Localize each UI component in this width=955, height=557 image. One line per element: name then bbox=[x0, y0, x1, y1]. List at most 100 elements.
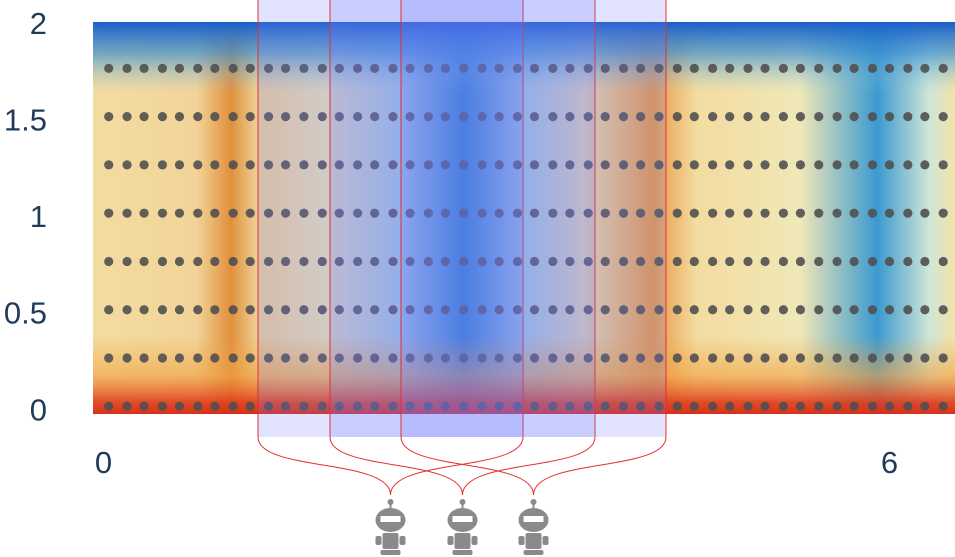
dot bbox=[299, 305, 309, 315]
dot bbox=[174, 305, 185, 315]
sensor-window bbox=[330, 0, 595, 437]
dot bbox=[903, 401, 913, 411]
dot bbox=[477, 208, 487, 218]
dot bbox=[635, 401, 646, 411]
dot bbox=[708, 63, 718, 73]
robot-body bbox=[382, 533, 399, 549]
dot bbox=[832, 401, 842, 411]
dot bbox=[743, 401, 753, 411]
dot bbox=[672, 63, 682, 73]
dot bbox=[548, 208, 558, 218]
dot bbox=[867, 208, 878, 218]
dot bbox=[104, 305, 114, 315]
dot bbox=[477, 112, 487, 122]
dot bbox=[529, 208, 540, 218]
dot bbox=[778, 353, 788, 363]
dot bbox=[423, 112, 433, 122]
dot bbox=[334, 256, 344, 267]
dot bbox=[529, 401, 540, 411]
dot bbox=[708, 353, 718, 363]
dot bbox=[565, 256, 575, 267]
dot bbox=[477, 401, 487, 411]
dot bbox=[689, 401, 699, 411]
dot bbox=[157, 63, 168, 73]
dot bbox=[689, 305, 699, 315]
dot bbox=[708, 256, 718, 267]
dot bbox=[104, 160, 114, 170]
dot bbox=[423, 63, 433, 73]
dot bbox=[832, 256, 842, 267]
dot bbox=[672, 305, 682, 315]
dot bbox=[689, 63, 699, 73]
dot bbox=[388, 208, 398, 218]
dot bbox=[600, 160, 610, 170]
dot bbox=[795, 112, 806, 122]
dot bbox=[760, 160, 770, 170]
dot bbox=[618, 353, 629, 363]
dot bbox=[920, 305, 930, 315]
dot bbox=[938, 256, 948, 267]
dot bbox=[618, 160, 629, 170]
y-tick-label: 1 bbox=[30, 199, 47, 234]
dot bbox=[708, 160, 718, 170]
dot-grid bbox=[104, 63, 948, 411]
dot bbox=[725, 112, 735, 122]
dot bbox=[317, 401, 327, 411]
dot bbox=[353, 401, 363, 411]
dot bbox=[618, 63, 629, 73]
dot bbox=[867, 160, 878, 170]
dot bbox=[405, 305, 415, 315]
dot bbox=[174, 208, 185, 218]
dot bbox=[583, 112, 593, 122]
window-outline bbox=[329, 0, 596, 496]
dot bbox=[583, 160, 593, 170]
dot bbox=[832, 208, 842, 218]
dot bbox=[299, 112, 309, 122]
dot bbox=[122, 63, 132, 73]
dot bbox=[903, 256, 913, 267]
dot bbox=[512, 305, 523, 315]
dot bbox=[867, 353, 878, 363]
dot bbox=[280, 353, 291, 363]
dot bbox=[778, 256, 788, 267]
dot bbox=[689, 208, 699, 218]
dot bbox=[423, 160, 433, 170]
robot-antenna-stem bbox=[461, 503, 464, 509]
dot bbox=[440, 208, 450, 218]
dot bbox=[353, 112, 363, 122]
heatmap bbox=[93, 22, 955, 414]
dot bbox=[708, 208, 718, 218]
robot-arm-left bbox=[518, 536, 525, 545]
dot bbox=[228, 160, 238, 170]
dot bbox=[795, 208, 806, 218]
dot bbox=[600, 401, 610, 411]
robot-arm-left bbox=[447, 536, 454, 545]
dot bbox=[672, 160, 682, 170]
dot bbox=[867, 63, 878, 73]
dot bbox=[743, 160, 753, 170]
dot bbox=[565, 353, 575, 363]
dot bbox=[778, 63, 788, 73]
robot-arm-right bbox=[471, 536, 478, 545]
dot bbox=[157, 401, 168, 411]
dot bbox=[512, 160, 523, 170]
robot-body bbox=[525, 533, 542, 549]
dot bbox=[832, 160, 842, 170]
dot bbox=[193, 160, 203, 170]
dot bbox=[370, 401, 380, 411]
dot bbox=[548, 63, 558, 73]
dot bbox=[884, 256, 895, 267]
dot bbox=[920, 256, 930, 267]
dot bbox=[139, 401, 149, 411]
dot bbox=[334, 112, 344, 122]
dot bbox=[334, 63, 344, 73]
dot bbox=[600, 256, 610, 267]
dot bbox=[157, 256, 168, 267]
dot bbox=[459, 112, 469, 122]
dot bbox=[494, 63, 504, 73]
dot bbox=[440, 256, 450, 267]
dot bbox=[210, 305, 220, 315]
dot bbox=[849, 63, 859, 73]
robot-icon bbox=[375, 499, 406, 555]
dot bbox=[548, 305, 558, 315]
